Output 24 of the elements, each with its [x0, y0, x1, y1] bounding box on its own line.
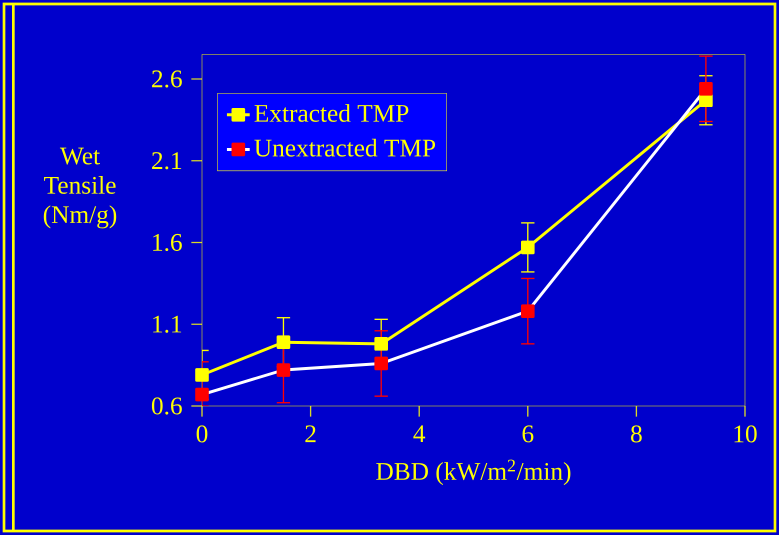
- legend-label: Extracted TMP: [254, 104, 408, 122]
- x-tick-label: 6: [522, 425, 534, 442]
- y-tick-label: 1.1: [153, 316, 182, 333]
- legend-label: Unextracted TMP: [254, 138, 436, 157]
- point: [276, 363, 290, 377]
- x-tick-label: 8: [631, 425, 642, 442]
- point: [195, 368, 209, 382]
- point: [374, 337, 388, 351]
- y-tick-label: 2.1: [152, 152, 182, 170]
- point: [195, 388, 209, 402]
- x-tick-label: 2: [305, 425, 316, 442]
- y-tick-label: 1.6: [153, 234, 182, 252]
- y-tick-label: 2.6: [152, 70, 182, 88]
- y-tick-label: 0.6: [152, 397, 182, 415]
- x-axis-title: DBD (kW/m$^{2}$/min): [376, 460, 570, 486]
- y-axis-title: Wet Tensile (Nm/g): [44, 148, 116, 228]
- point: [520, 240, 535, 254]
- point: [520, 304, 535, 318]
- point: [699, 82, 713, 96]
- x-tick-label: 4: [413, 425, 426, 442]
- point: [374, 356, 388, 370]
- x-tick-label: 10: [734, 425, 757, 442]
- x-tick-label: 0: [196, 425, 208, 442]
- point: [276, 335, 290, 350]
